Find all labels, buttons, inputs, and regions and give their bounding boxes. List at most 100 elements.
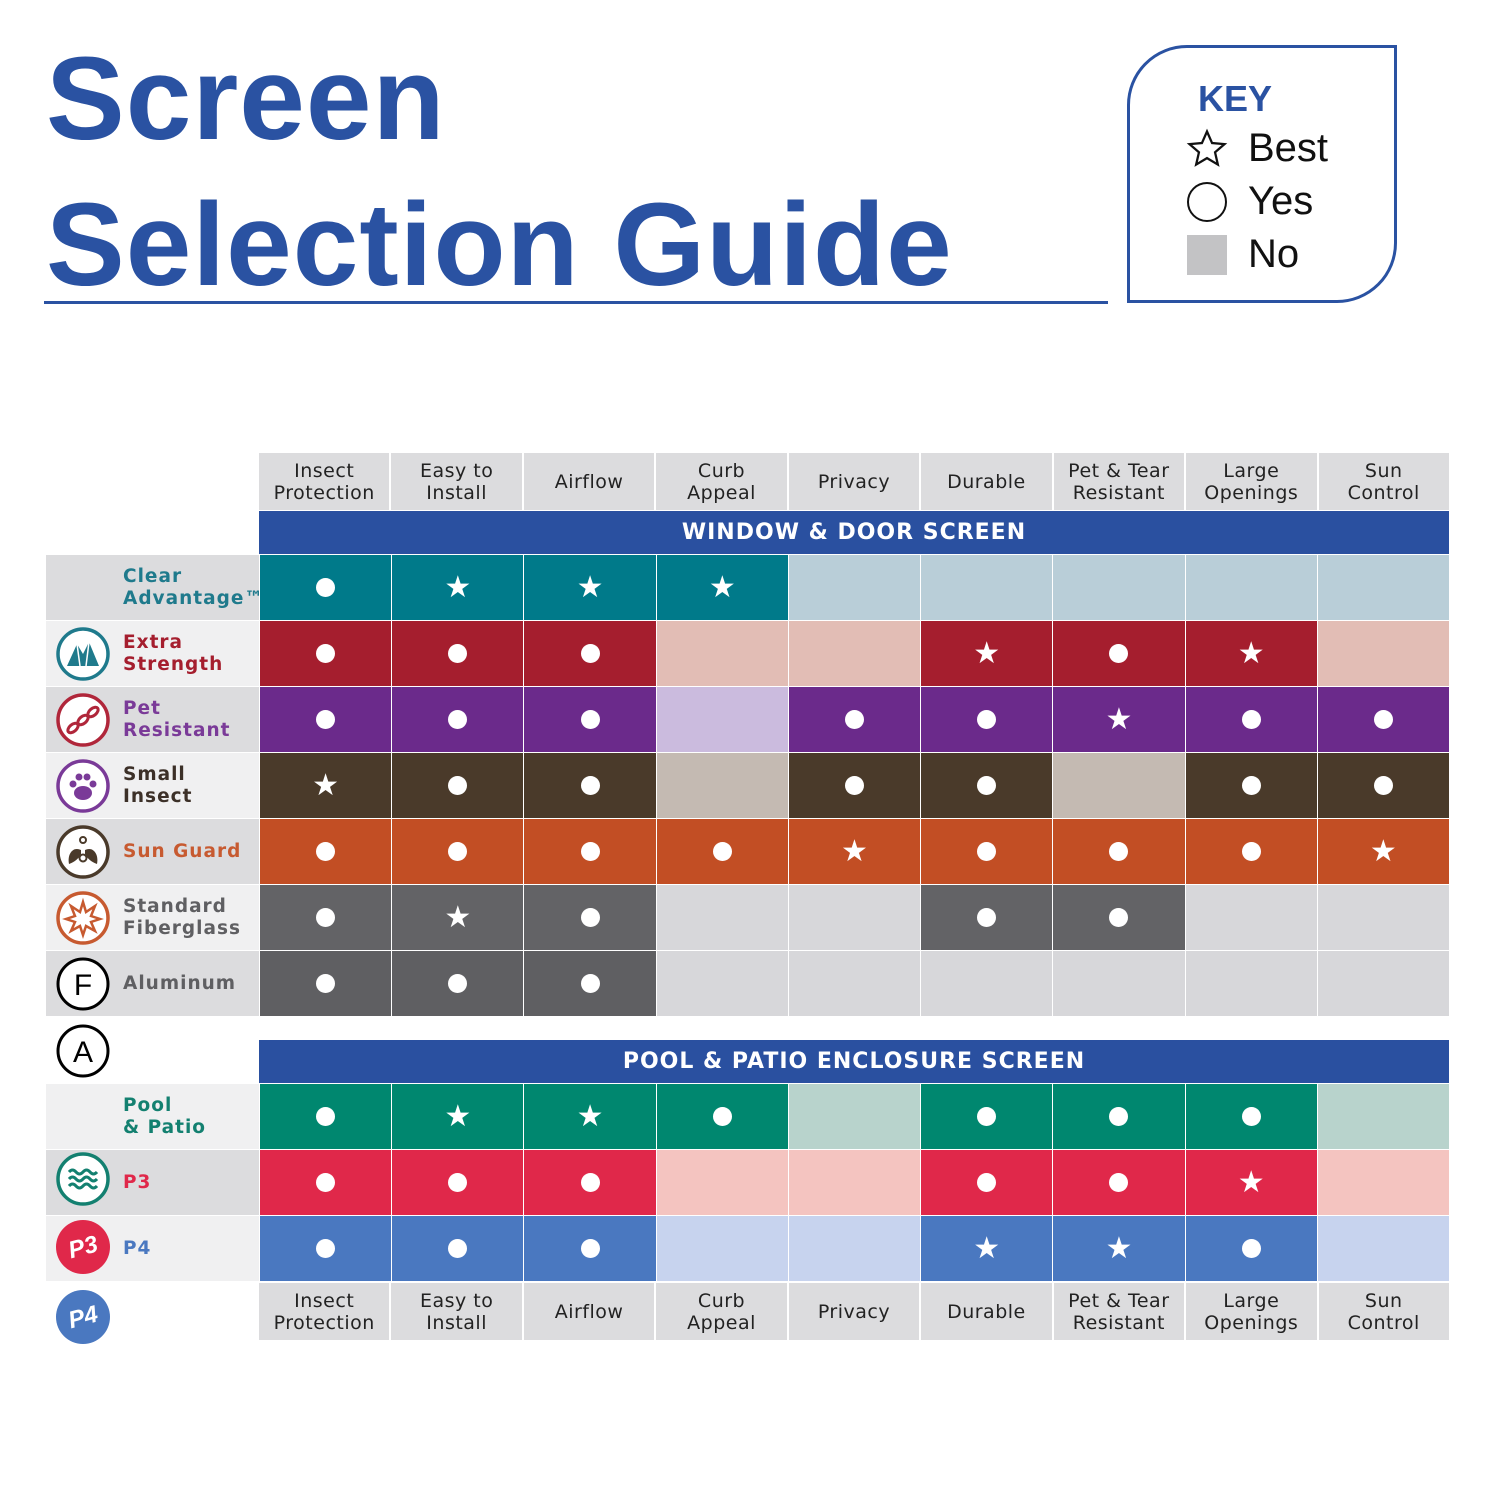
circle-icon bbox=[580, 644, 600, 663]
rating-cell bbox=[1053, 885, 1185, 950]
rating-cell bbox=[260, 885, 392, 950]
p4-badge-icon: P4 bbox=[55, 1289, 111, 1345]
rating-cell bbox=[392, 1216, 524, 1281]
table-row: P3 ★ bbox=[46, 1150, 1449, 1215]
rating-cell: ★ bbox=[524, 1084, 656, 1149]
circle-icon bbox=[844, 710, 864, 729]
column-header: Pet & Tear Resistant bbox=[1053, 1283, 1185, 1340]
column-header-top: Insect Protection Easy to Install Airflow C… bbox=[259, 453, 1449, 510]
column-header: Easy to Install bbox=[391, 1283, 522, 1340]
rating-cell bbox=[524, 1216, 656, 1281]
letter-a-icon: A bbox=[55, 1023, 111, 1079]
key-yes: Yes bbox=[1186, 179, 1313, 224]
circle-icon bbox=[712, 1107, 732, 1126]
section-banner: POOL & PATIO ENCLOSURE SCREEN bbox=[259, 1040, 1449, 1083]
circle-icon bbox=[448, 776, 468, 795]
rating-cell bbox=[1053, 951, 1185, 1016]
rating-cell: ★ bbox=[392, 1084, 524, 1149]
column-header: Sun Control bbox=[1318, 1283, 1449, 1340]
star-outline-icon bbox=[1186, 128, 1228, 170]
rating-cell bbox=[524, 687, 656, 752]
circle-icon bbox=[580, 974, 600, 993]
rating-cell bbox=[1053, 819, 1185, 884]
rating-cell: ★ bbox=[921, 621, 1053, 686]
circle-icon bbox=[580, 710, 600, 729]
table-row: Aluminum bbox=[46, 951, 1449, 1016]
star-icon: ★ bbox=[576, 1098, 604, 1134]
circle-icon bbox=[580, 776, 600, 795]
column-header: Durable bbox=[921, 1283, 1052, 1340]
circle-icon bbox=[977, 776, 997, 795]
rating-cell bbox=[656, 1150, 788, 1215]
circle-icon bbox=[316, 644, 336, 663]
circle-icon bbox=[1373, 710, 1393, 729]
svg-text:F: F bbox=[74, 969, 92, 1002]
column-header: Curb Appeal bbox=[656, 1283, 787, 1340]
rating-cell bbox=[1317, 951, 1449, 1016]
circle-icon bbox=[977, 842, 997, 861]
rating-cell: ★ bbox=[656, 555, 788, 620]
row-label: Standard Fiberglass bbox=[123, 895, 241, 939]
key-no-label: No bbox=[1248, 232, 1300, 276]
paw-icon bbox=[55, 758, 111, 814]
key-no: No bbox=[1186, 232, 1299, 277]
circle-icon bbox=[316, 1107, 336, 1126]
rating-cell bbox=[656, 1084, 788, 1149]
star-icon: ★ bbox=[444, 899, 472, 935]
rating-cell bbox=[1185, 555, 1317, 620]
circle-icon bbox=[1109, 644, 1129, 663]
star-icon: ★ bbox=[1105, 1230, 1133, 1266]
star-icon: ★ bbox=[708, 569, 736, 605]
table-row: Extra Strength ★ ★ bbox=[46, 621, 1449, 686]
rating-cell bbox=[788, 753, 921, 818]
row-label: Small Insect bbox=[123, 763, 193, 807]
row-label: Pet Resistant bbox=[123, 697, 231, 741]
rating-cell bbox=[1185, 951, 1317, 1016]
title-line-2: Selection Guide bbox=[46, 179, 953, 311]
circle-icon bbox=[712, 842, 732, 861]
rating-cell bbox=[1053, 621, 1185, 686]
rating-cell bbox=[260, 1084, 392, 1149]
rating-cell bbox=[788, 1084, 921, 1149]
table-row: P4 ★ ★ bbox=[46, 1216, 1449, 1281]
rating-cell bbox=[656, 885, 788, 950]
rating-cell bbox=[524, 819, 656, 884]
gray-square-icon bbox=[1186, 234, 1228, 276]
rating-cell: ★ bbox=[392, 885, 524, 950]
circle-icon bbox=[316, 710, 336, 729]
rating-cell bbox=[1185, 885, 1317, 950]
row-label-cell: Clear Advantage™ bbox=[46, 555, 263, 620]
rating-cell bbox=[1185, 753, 1317, 818]
row-label-cell: Pool & Patio bbox=[46, 1084, 259, 1149]
rating-cell bbox=[788, 687, 921, 752]
table-row: Pool & Patio ★ ★ bbox=[46, 1084, 1449, 1149]
circle-icon bbox=[1109, 1107, 1129, 1126]
table-row: Small Insect ★ bbox=[46, 753, 1449, 818]
circle-icon bbox=[580, 1173, 600, 1192]
svg-text:A: A bbox=[73, 1036, 93, 1069]
circle-icon bbox=[448, 1239, 468, 1258]
circle-icon bbox=[448, 974, 468, 993]
rating-cell: ★ bbox=[1053, 1216, 1185, 1281]
column-header: Easy to Install bbox=[391, 453, 522, 510]
table-row: Standard Fiberglass ★ bbox=[46, 885, 1449, 950]
circle-icon bbox=[448, 842, 468, 861]
row-label: P4 bbox=[123, 1237, 152, 1259]
circle-icon bbox=[977, 710, 997, 729]
rating-cell bbox=[788, 951, 921, 1016]
legend-key: KEY Best Yes No bbox=[1127, 45, 1397, 303]
circle-icon bbox=[1109, 1173, 1129, 1192]
rating-cell bbox=[921, 951, 1053, 1016]
rating-cell bbox=[1185, 687, 1317, 752]
circle-icon bbox=[1109, 842, 1129, 861]
circle-icon bbox=[316, 1173, 336, 1192]
circle-icon bbox=[448, 644, 468, 663]
circle-icon bbox=[1241, 776, 1261, 795]
rating-cell: ★ bbox=[392, 555, 524, 620]
rating-cell bbox=[921, 819, 1053, 884]
rating-cell bbox=[1317, 1216, 1449, 1281]
rating-cell bbox=[788, 1216, 921, 1281]
table-row: Clear Advantage™ ★ ★ ★ bbox=[46, 555, 1449, 620]
rating-cell bbox=[524, 1150, 656, 1215]
rating-cell bbox=[921, 885, 1053, 950]
